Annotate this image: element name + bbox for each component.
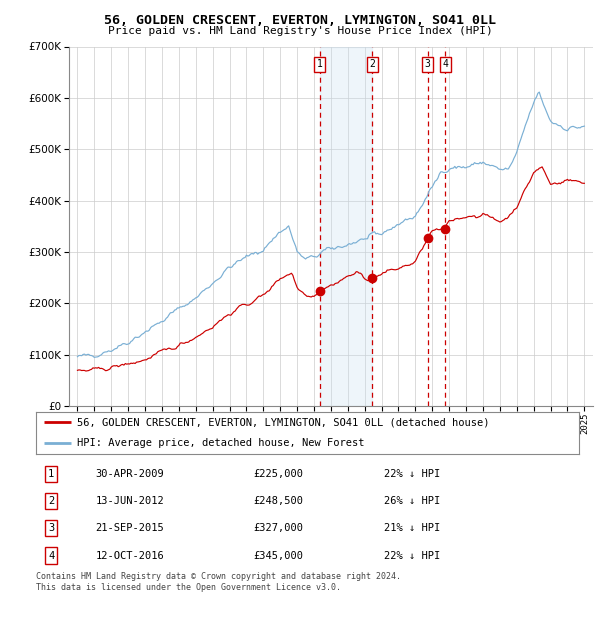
Text: 21-SEP-2015: 21-SEP-2015 bbox=[96, 523, 164, 533]
Text: 13-JUN-2012: 13-JUN-2012 bbox=[96, 496, 164, 506]
Text: HPI: Average price, detached house, New Forest: HPI: Average price, detached house, New … bbox=[77, 438, 364, 448]
Text: Price paid vs. HM Land Registry's House Price Index (HPI): Price paid vs. HM Land Registry's House … bbox=[107, 26, 493, 36]
Text: Contains HM Land Registry data © Crown copyright and database right 2024.
This d: Contains HM Land Registry data © Crown c… bbox=[36, 572, 401, 591]
Bar bbox=[320, 46, 372, 406]
Text: 1: 1 bbox=[48, 469, 55, 479]
Text: 3: 3 bbox=[48, 523, 55, 533]
Text: £225,000: £225,000 bbox=[253, 469, 303, 479]
Text: 30-APR-2009: 30-APR-2009 bbox=[96, 469, 164, 479]
Text: 21% ↓ HPI: 21% ↓ HPI bbox=[383, 523, 440, 533]
Text: 4: 4 bbox=[48, 551, 55, 560]
Text: 22% ↓ HPI: 22% ↓ HPI bbox=[383, 551, 440, 560]
Text: 4: 4 bbox=[443, 60, 448, 69]
Text: 12-OCT-2016: 12-OCT-2016 bbox=[96, 551, 164, 560]
Text: 56, GOLDEN CRESCENT, EVERTON, LYMINGTON, SO41 0LL (detached house): 56, GOLDEN CRESCENT, EVERTON, LYMINGTON,… bbox=[77, 417, 489, 427]
Text: 26% ↓ HPI: 26% ↓ HPI bbox=[383, 496, 440, 506]
Text: 1: 1 bbox=[317, 60, 323, 69]
Text: £345,000: £345,000 bbox=[253, 551, 303, 560]
Text: 56, GOLDEN CRESCENT, EVERTON, LYMINGTON, SO41 0LL: 56, GOLDEN CRESCENT, EVERTON, LYMINGTON,… bbox=[104, 14, 496, 27]
Text: £327,000: £327,000 bbox=[253, 523, 303, 533]
Text: 2: 2 bbox=[370, 60, 375, 69]
Text: 2: 2 bbox=[48, 496, 55, 506]
Text: £248,500: £248,500 bbox=[253, 496, 303, 506]
Text: 3: 3 bbox=[425, 60, 430, 69]
Text: 22% ↓ HPI: 22% ↓ HPI bbox=[383, 469, 440, 479]
